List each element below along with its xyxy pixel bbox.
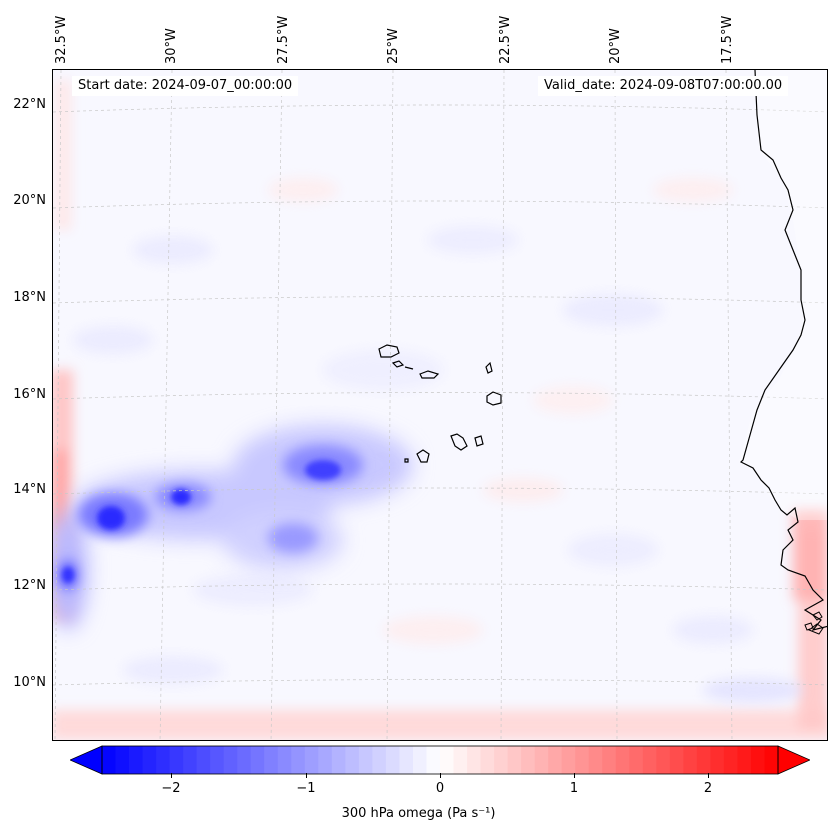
- colorbar-cell: [102, 746, 117, 774]
- lat-label-22n: 22°N: [13, 97, 46, 112]
- lat-label-16n: 16°N: [13, 387, 46, 402]
- colorbar-cell: [561, 746, 576, 774]
- lat-label-12n: 12°N: [13, 578, 46, 593]
- lon-label-25w: 25°W: [386, 28, 401, 64]
- colorbar-cell: [764, 746, 779, 774]
- africa-land: [739, 70, 827, 520]
- lon-label-27-5w: 27.5°W: [276, 15, 291, 64]
- lon-label-30w: 30°W: [164, 28, 179, 64]
- colorbar-cell: [750, 746, 765, 774]
- colorbar-cell: [669, 746, 684, 774]
- omega-field-map: [53, 70, 827, 740]
- lat-gridlines: [53, 104, 827, 686]
- colorbar-cell: [156, 746, 171, 774]
- colorbar-cell: [642, 746, 657, 774]
- lon-label-22-5w: 22.5°W: [498, 15, 513, 64]
- lon-gridlines: [54, 70, 733, 740]
- colorbar-tick-mark: [574, 773, 575, 778]
- colorbar-cell: [291, 746, 306, 774]
- colorbar-tick-label: 2: [703, 781, 713, 796]
- colorbar-high-extension: [777, 745, 810, 775]
- lat-label-10n: 10°N: [13, 675, 46, 690]
- colorbar-cell: [183, 746, 198, 774]
- colorbar-cell: [494, 746, 509, 774]
- colorbar-cell: [507, 746, 522, 774]
- colorbar-cell: [710, 746, 725, 774]
- colorbar-cell: [737, 746, 752, 774]
- colorbar-low-extension: [70, 745, 103, 775]
- colorbar-cell: [142, 746, 157, 774]
- colorbar: [70, 745, 810, 775]
- colorbar-cell: [358, 746, 373, 774]
- colorbar-cell: [210, 746, 225, 774]
- lat-label-14n: 14°N: [13, 482, 46, 497]
- colorbar-cell: [480, 746, 495, 774]
- boundary-positive-band: [53, 80, 827, 740]
- colorbar-label: 300 hPa omega (Pa s⁻¹): [341, 806, 496, 821]
- colorbar-cell: [426, 746, 441, 774]
- colorbar-tick-label: −2: [161, 781, 181, 796]
- valid-date-label: Valid_date: 2024-09-08T07:00:00.00: [538, 76, 789, 96]
- colorbar-cell: [115, 746, 130, 774]
- colorbar-cell: [399, 746, 414, 774]
- colorbar-cell: [534, 746, 549, 774]
- colorbar-cell: [304, 746, 319, 774]
- ascent-max: [62, 460, 341, 583]
- colorbar-cell: [250, 746, 265, 774]
- colorbar-cell: [223, 746, 238, 774]
- colorbar-cell: [237, 746, 252, 774]
- lon-label-17-5w: 17.5°W: [720, 15, 735, 64]
- colorbar-cell: [196, 746, 211, 774]
- colorbar-cell: [467, 746, 482, 774]
- africa-coastline: [739, 70, 827, 632]
- colorbar-tick-mark: [171, 773, 172, 778]
- colorbar-cell: [385, 746, 400, 774]
- colorbar-cell: [440, 746, 455, 774]
- cabo-verde-islands: [378, 344, 502, 463]
- lon-label-20w: 20°W: [608, 28, 623, 64]
- colorbar-cell: [683, 746, 698, 774]
- colorbar-cell: [129, 746, 144, 774]
- colorbar-cell: [331, 746, 346, 774]
- lat-label-20n: 20°N: [13, 193, 46, 208]
- colorbar-cell: [264, 746, 279, 774]
- weak-omega-noise: [73, 178, 803, 702]
- coast-islands-bijagos: [804, 611, 824, 635]
- colorbar-cell: [548, 746, 563, 774]
- lon-label-32-5w: 32.5°W: [54, 15, 69, 64]
- colorbar-cell: [318, 746, 333, 774]
- colorbar-cell: [453, 746, 468, 774]
- colorbar-cell: [656, 746, 671, 774]
- colorbar-cell: [345, 746, 360, 774]
- colorbar-cell: [629, 746, 644, 774]
- colorbar-cells: [102, 746, 779, 774]
- start-date-label: Start date: 2024-09-07_00:00:00: [72, 76, 299, 96]
- colorbar-cell: [277, 746, 292, 774]
- colorbar-tick-mark: [306, 773, 307, 778]
- map-panel: [52, 69, 828, 741]
- colorbar-cell: [588, 746, 603, 774]
- colorbar-cell: [412, 746, 427, 774]
- colorbar-cell: [696, 746, 711, 774]
- lat-label-18n: 18°N: [13, 290, 46, 305]
- colorbar-cell: [602, 746, 617, 774]
- colorbar-tick-mark: [440, 773, 441, 778]
- colorbar-tick-mark: [708, 773, 709, 778]
- colorbar-cell: [575, 746, 590, 774]
- colorbar-tick-label: 0: [435, 781, 445, 796]
- colorbar-cell: [723, 746, 738, 774]
- colorbar-cell: [169, 746, 184, 774]
- colorbar-cell: [615, 746, 630, 774]
- colorbar-tick-label: −1: [296, 781, 316, 796]
- colorbar-cell: [521, 746, 536, 774]
- colorbar-cell: [372, 746, 387, 774]
- colorbar-tick-label: 1: [569, 781, 579, 796]
